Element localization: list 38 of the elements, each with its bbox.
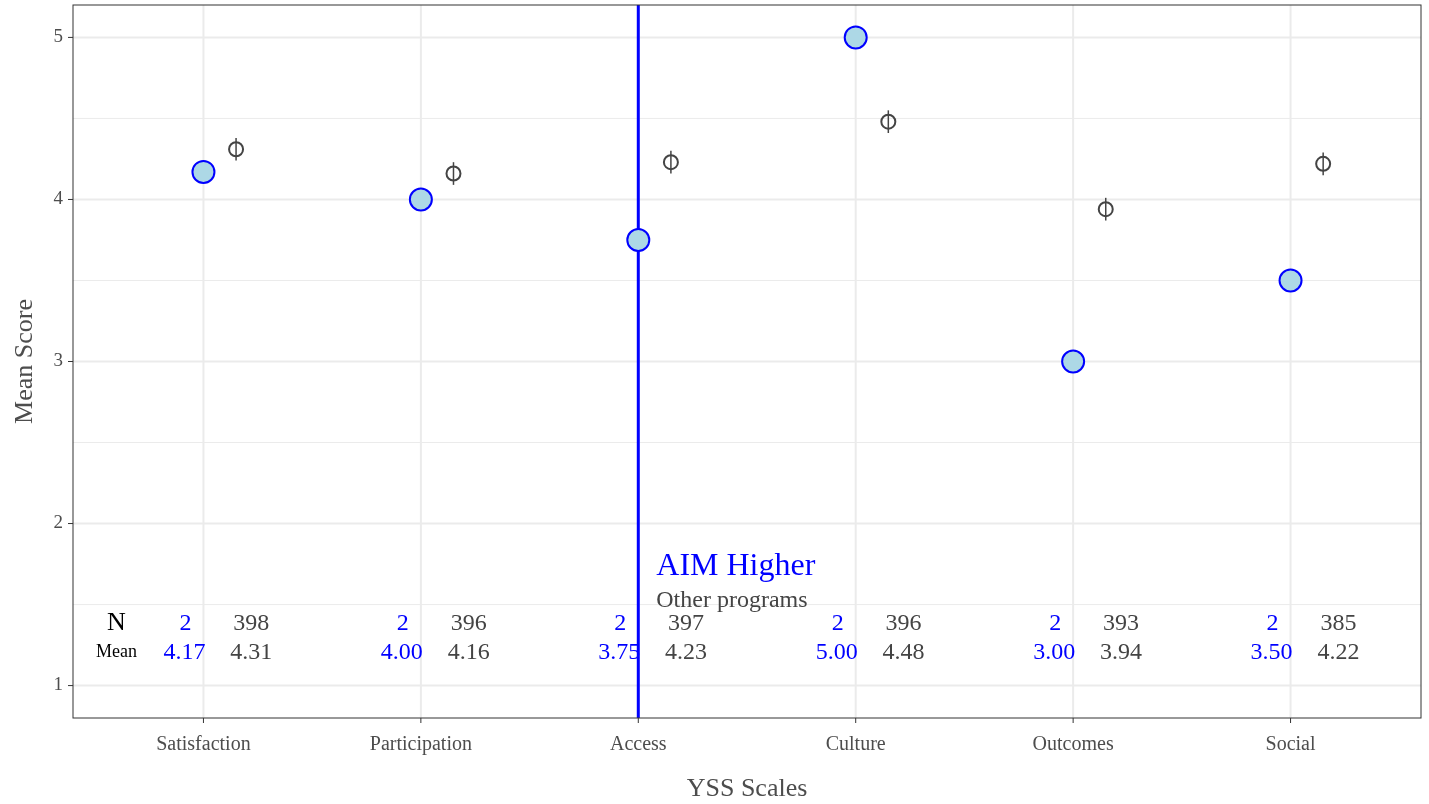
annotation: 2 (831, 608, 844, 635)
annotation: N (107, 606, 127, 636)
annotation: 3.94 (1099, 637, 1142, 664)
text: AIM Higher (656, 546, 816, 583)
x-tick-label: Satisfaction (156, 732, 251, 754)
annotation: 393 (1102, 608, 1139, 635)
x-axis-title: YSS Scales (686, 773, 808, 802)
x-tick-label: Outcomes (1032, 732, 1114, 754)
annotation: 4.00 (380, 637, 423, 664)
y-tick-label: 5 (53, 24, 63, 46)
annotation: 2 (614, 608, 627, 635)
annotation: 4.17 (163, 637, 206, 664)
annotation: 5.00 (815, 637, 858, 664)
y-tick-label: 2 (53, 510, 63, 532)
annotation: 2 (1266, 608, 1279, 635)
annotation: 3.00 (1033, 637, 1076, 664)
y-tick-label: 4 (53, 186, 64, 208)
annotation: 2 (1049, 608, 1062, 635)
annotation: 4.22 (1317, 637, 1360, 664)
annotation: 385 (1320, 608, 1357, 635)
x-tick-label: Participation (369, 732, 472, 755)
annotation: 3.50 (1250, 637, 1293, 664)
y-tick-label: 1 (53, 672, 63, 694)
y-tick-label: 3 (53, 348, 63, 370)
annotation: 396 (885, 608, 922, 635)
annotation: 4.31 (230, 637, 273, 664)
annotation: 4.48 (882, 637, 925, 664)
annotation: 2 (396, 608, 409, 635)
annotation: 2 (179, 608, 192, 635)
annotation: 398 (233, 608, 270, 635)
x-tick-label: Social (1265, 732, 1316, 754)
x-tick-label: Culture (825, 732, 886, 754)
y-axis-title: Mean Score (9, 299, 38, 424)
annotation: 4.23 (665, 637, 708, 664)
annotation: 4.16 (447, 637, 490, 664)
annotation: Mean (95, 641, 137, 662)
annotation: 396 (450, 608, 487, 635)
x-tick-label: Access (609, 732, 667, 754)
